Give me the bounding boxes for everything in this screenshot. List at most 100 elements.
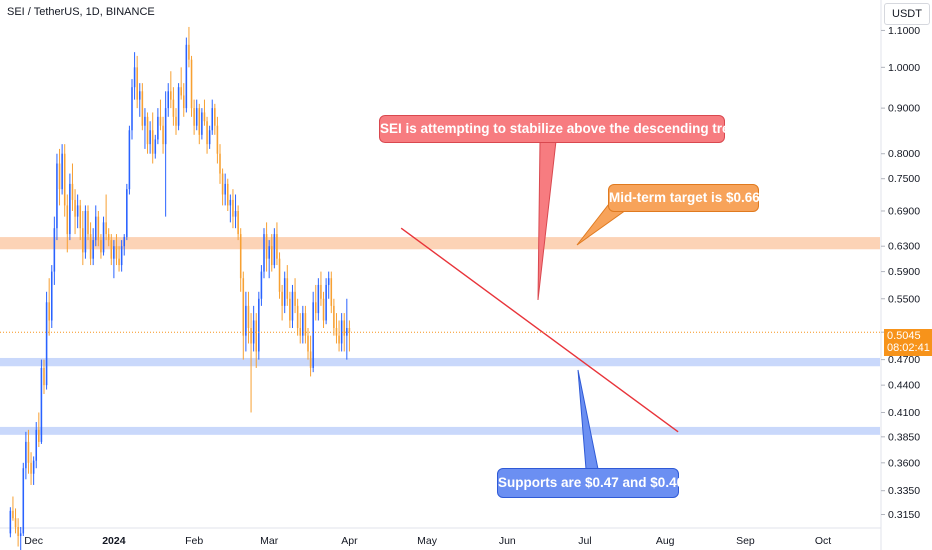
candle-body: [115, 246, 118, 259]
candle-body: [100, 240, 102, 253]
candle-body: [338, 335, 340, 344]
candle-body: [232, 199, 234, 217]
candle-body: [66, 205, 69, 235]
candle-body: [149, 130, 151, 145]
candle-body: [30, 462, 32, 474]
candle-body: [265, 234, 268, 259]
candle-body: [170, 91, 172, 100]
candle-body: [296, 305, 299, 328]
candle-body: [245, 305, 247, 336]
x-axis[interactable]: Dec 2024 Feb Mar Apr May Jun Jul Aug Sep Oct: [24, 535, 831, 547]
countdown-timer: 08:02:41: [887, 342, 930, 354]
candle-body: [237, 210, 239, 235]
candle-body: [162, 125, 164, 145]
candle-body: [291, 291, 294, 321]
candle-body: [283, 278, 286, 306]
x-tick-label: May: [417, 535, 438, 547]
candle-body: [25, 441, 27, 469]
candle-body: [97, 216, 100, 241]
candle-body: [71, 183, 74, 200]
candle-body: [48, 302, 50, 321]
candle-body: [258, 298, 260, 352]
support-resistance-zones: [0, 237, 880, 435]
candle-body: [35, 429, 38, 461]
candle-body: [242, 278, 245, 336]
x-tick-label: Aug: [656, 535, 675, 547]
candle-body: [138, 91, 141, 100]
candle-body: [346, 327, 348, 336]
candle-body: [126, 189, 128, 238]
candle-body: [58, 163, 61, 190]
currency-button[interactable]: USDT: [884, 3, 930, 25]
candle-body: [195, 108, 198, 126]
y-tick-label: 0.5500: [888, 293, 920, 305]
callout-supports[interactable]: Supports are $0.47 and $0.40: [497, 468, 684, 498]
candle-body: [211, 108, 214, 131]
candle-body: [27, 441, 30, 463]
candle-body: [224, 183, 226, 195]
candle-body: [203, 112, 206, 122]
candle-body: [43, 367, 45, 386]
candle-body: [239, 234, 242, 279]
y-tick-label: 0.4700: [888, 354, 920, 366]
descending-trendline: [400, 227, 679, 433]
candle-body: [128, 130, 131, 190]
candle-body: [118, 258, 120, 266]
candle-body: [113, 246, 115, 259]
candle-body: [141, 91, 144, 126]
candle-body: [312, 302, 314, 368]
candle-body: [286, 278, 289, 299]
candle-body: [193, 108, 195, 126]
y-tick-label: 0.3600: [888, 457, 920, 469]
y-axis[interactable]: 1.1000 1.0000 0.9000 0.8000 0.7500 0.6900 0.63…: [881, 25, 920, 521]
x-tick-label: Dec: [24, 535, 43, 547]
y-tick-label: 0.6300: [888, 241, 920, 253]
candle-body: [263, 234, 265, 272]
candle-body: [107, 234, 110, 241]
candle-body: [180, 87, 182, 96]
x-tick-label: Feb: [185, 535, 203, 547]
candle-body: [84, 210, 87, 253]
current-price-tag: 0.5045 08:02:41: [884, 329, 932, 356]
x-tick-label: 2024: [102, 535, 126, 547]
candle-body: [322, 298, 325, 321]
candle-body: [38, 429, 40, 442]
candle-body: [226, 183, 229, 206]
candle-body: [304, 313, 307, 336]
candle-body: [252, 320, 255, 344]
candle-body: [45, 302, 48, 386]
axis-frame: [0, 0, 882, 550]
candle-body: [19, 533, 22, 536]
y-tick-label: 0.3350: [888, 485, 920, 497]
callout-target[interactable]: Mid-term target is $0.66: [608, 184, 760, 212]
candle-body: [188, 44, 190, 60]
candle-body: [330, 278, 333, 306]
candle-body: [94, 216, 97, 241]
y-tick-label: 0.3850: [888, 431, 920, 443]
candle-body: [40, 367, 43, 442]
candle-body: [190, 59, 193, 109]
candle-body: [50, 271, 53, 321]
candle-body: [110, 240, 113, 259]
candle-body: [221, 173, 224, 195]
candle-body: [56, 163, 58, 229]
candle-body: [219, 153, 221, 174]
candle-body: [9, 510, 12, 534]
candle-body: [270, 246, 273, 266]
candle-body: [268, 246, 270, 259]
candle-body: [294, 291, 296, 306]
candle-body: [136, 67, 138, 100]
candle-body: [177, 87, 180, 126]
candle-body: [340, 320, 343, 344]
y-tick-label: 1.0000: [888, 62, 920, 74]
candles: [9, 26, 351, 550]
candle-body: [214, 108, 216, 126]
candle-body: [185, 44, 188, 109]
callout-trendline[interactable]: SEI is attempting to stabilize above the…: [379, 115, 769, 143]
y-tick-label: 0.4400: [888, 380, 920, 392]
candle-body: [309, 351, 312, 368]
candle-body: [302, 313, 304, 336]
candle-body: [164, 108, 167, 145]
x-tick-label: Sep: [736, 535, 755, 547]
